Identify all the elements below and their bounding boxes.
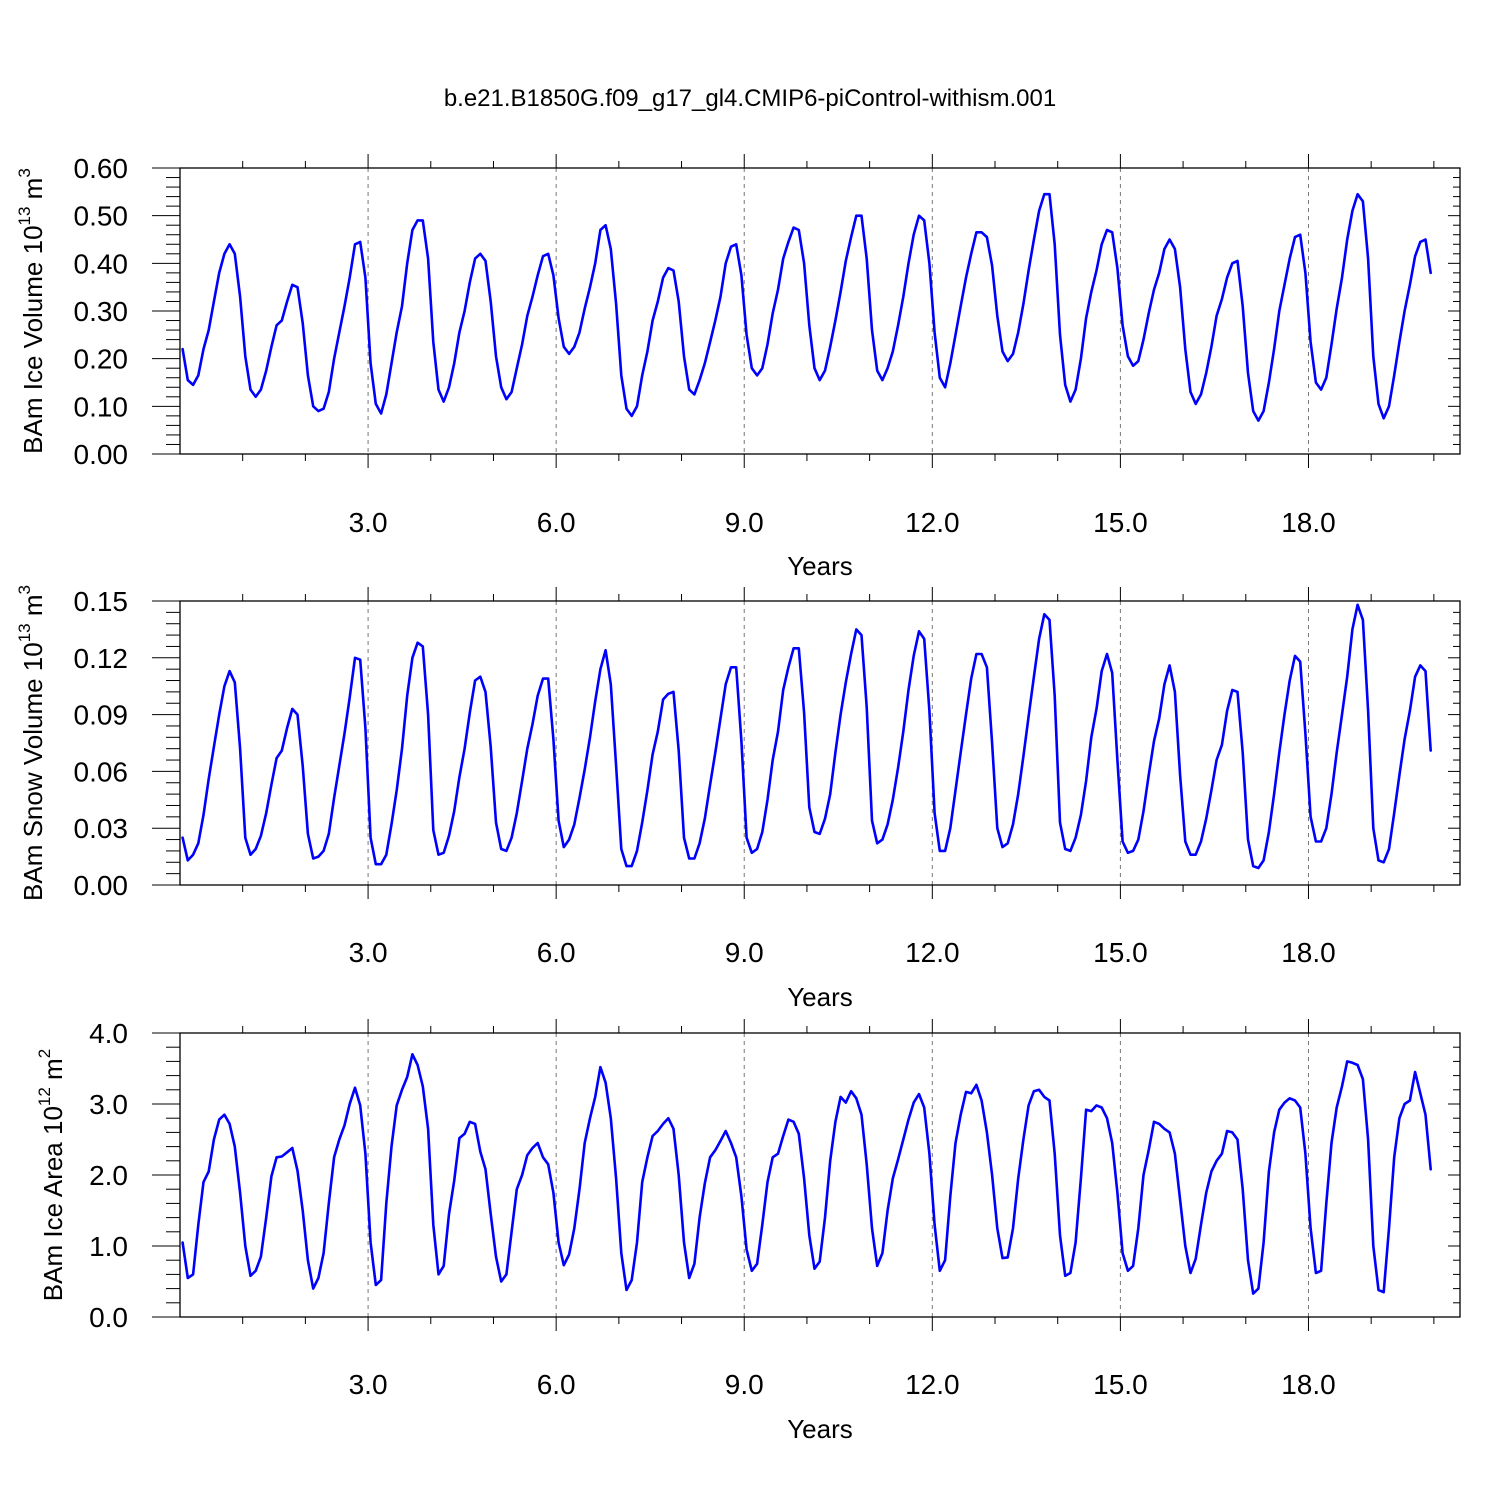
panel-ice-volume-x-tick-labels: 3.0 6.0 9.0 12.0 15.0 18.0 <box>349 507 1336 538</box>
x-tick-label: 18.0 <box>1281 937 1336 968</box>
y-tick-label: 1.0 <box>89 1231 128 1262</box>
panel-ice-area-x-tick-labels: 3.0 6.0 9.0 12.0 15.0 18.0 <box>349 1369 1336 1400</box>
panel-ice-volume-frame <box>179 167 1461 455</box>
y-title-unit: m <box>18 178 48 207</box>
panel-ice-area-y-axis-title: BAm Ice Area 1012 m2 <box>35 1049 68 1301</box>
y-tick-label: 0.40 <box>74 248 129 279</box>
y-title-unit: m <box>18 594 48 623</box>
y-tick-label: 4.0 <box>89 1018 128 1049</box>
panel-snow-volume-series-line <box>181 603 1432 870</box>
x-tick-label: 9.0 <box>725 937 764 968</box>
x-tick-label: 6.0 <box>537 937 576 968</box>
y-tick-label: 0.15 <box>74 586 129 617</box>
x-tick-label: 6.0 <box>537 1369 576 1400</box>
panel-ice-area-y-tick-labels: 0.0 1.0 2.0 3.0 4.0 <box>89 1018 128 1333</box>
panel-snow-volume: 3.0 6.0 9.0 12.0 15.0 18.0 0.000.030.060.090.… <box>15 585 1461 1012</box>
panel-ice-volume-ticks <box>152 154 1460 468</box>
y-tick-label: 0.60 <box>74 153 129 184</box>
panel-snow-volume-y-tick-labels: 0.00 0.03 0.06 0.09 0.12 0.15 <box>74 586 129 901</box>
y-tick-label: 0.00 <box>74 439 129 470</box>
x-tick-label: 15.0 <box>1093 507 1148 538</box>
x-tick-label: 18.0 <box>1281 507 1336 538</box>
x-tick-label: 9.0 <box>725 507 764 538</box>
panel-ice-area-grid <box>367 1033 1309 1317</box>
figure-title: b.e21.B1850G.f09_g17_gl4.CMIP6-piControl… <box>444 85 1056 112</box>
y-title-unit-exponent: 3 <box>15 168 34 177</box>
y-tick-label: 0.00 <box>74 870 129 901</box>
panel-ice-volume-series-line <box>181 192 1432 422</box>
panel-ice-volume: 3.0 6.0 9.0 12.0 15.0 18.0 0.000.100.200.300.… <box>15 153 1461 581</box>
x-tick-label: 12.0 <box>905 937 960 968</box>
x-tick-label: 3.0 <box>349 1369 388 1400</box>
y-tick-label: 0.03 <box>74 813 129 844</box>
y-tick-label: 0.06 <box>74 756 129 787</box>
x-tick-label: 3.0 <box>349 507 388 538</box>
x-tick-label: 12.0 <box>905 507 960 538</box>
panel-snow-volume-ticks <box>152 587 1460 899</box>
panel-snow-volume-frame <box>179 600 1461 886</box>
panel-ice-area-x-axis-title: Years <box>787 1414 853 1444</box>
x-tick-label: 9.0 <box>725 1369 764 1400</box>
panel-ice-area: 3.0 6.0 9.0 12.0 15.0 18.0 0.0 1.0 2.0 3.0 4.0 Ye… <box>35 1018 1461 1444</box>
panel-ice-area-ticks <box>152 1019 1460 1331</box>
y-tick-label: 0.12 <box>74 643 129 674</box>
y-tick-label: 0.10 <box>74 391 129 422</box>
panel-ice-volume-y-axis-title: BAm Ice Volume 1013 m3 <box>15 168 48 454</box>
y-tick-label: 0.0 <box>89 1302 128 1333</box>
x-tick-label: 6.0 <box>537 507 576 538</box>
x-tick-label: 12.0 <box>905 1369 960 1400</box>
y-title-exponent: 13 <box>15 623 34 642</box>
y-tick-label: 0.50 <box>74 201 129 232</box>
y-title-prefix: BAm Ice Area 10 <box>38 1106 68 1301</box>
x-tick-label: 18.0 <box>1281 1369 1336 1400</box>
panel-snow-volume-x-tick-labels: 3.0 6.0 9.0 12.0 15.0 18.0 <box>349 937 1336 968</box>
y-title-exponent: 13 <box>15 207 34 226</box>
y-title-unit: m <box>38 1058 68 1087</box>
y-tick-label: 2.0 <box>89 1160 128 1191</box>
panel-ice-area-series-line <box>181 1053 1432 1295</box>
x-tick-label: 15.0 <box>1093 937 1148 968</box>
y-title-prefix: BAm Snow Volume 10 <box>18 642 48 901</box>
y-title-unit-exponent: 3 <box>15 585 34 594</box>
y-tick-label: 0.20 <box>74 344 129 375</box>
panel-ice-volume-x-axis-title: Years <box>787 551 853 581</box>
panel-snow-volume-y-axis-title: BAm Snow Volume 1013 m3 <box>15 585 48 901</box>
y-title-unit-exponent: 2 <box>35 1049 54 1058</box>
y-title-prefix: BAm Ice Volume 10 <box>18 225 48 453</box>
y-title-exponent: 12 <box>35 1087 54 1106</box>
y-tick-label: 0.09 <box>74 700 129 731</box>
y-tick-label: 0.30 <box>74 296 129 327</box>
y-tick-label: 3.0 <box>89 1089 128 1120</box>
x-tick-label: 15.0 <box>1093 1369 1148 1400</box>
x-tick-label: 3.0 <box>349 937 388 968</box>
panel-ice-volume-y-tick-labels: 0.00 0.10 0.20 0.30 0.40 0.50 0.60 <box>74 153 129 470</box>
panel-snow-volume-x-axis-title: Years <box>787 982 853 1012</box>
